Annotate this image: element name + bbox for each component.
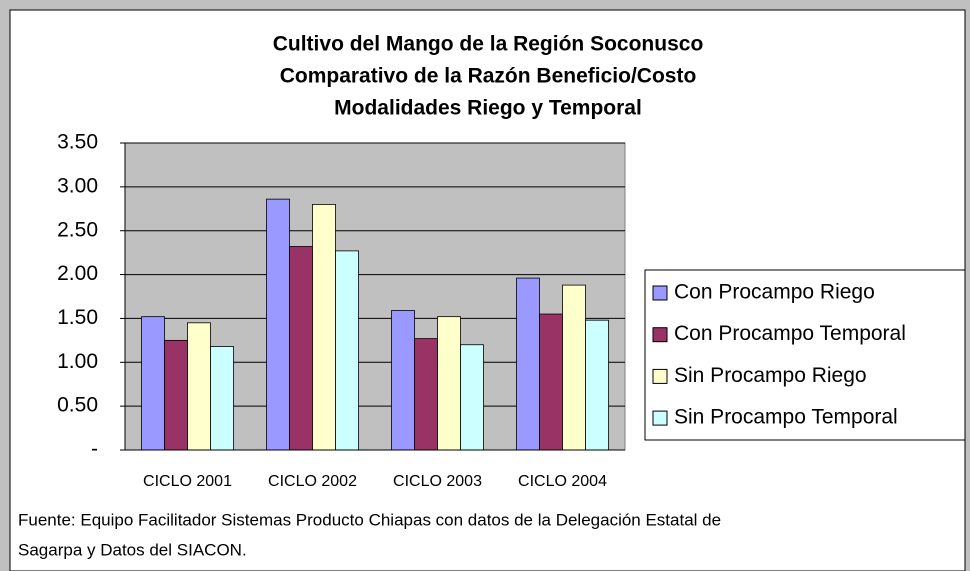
bar (562, 284, 586, 451)
bar (391, 310, 415, 451)
bar (210, 346, 234, 451)
legend-label: Sin Procampo Riego (674, 364, 867, 387)
legend-swatch (652, 410, 668, 426)
bar (266, 198, 290, 451)
chart-title: Comparativo de la Razón Beneficio/Costo (280, 65, 697, 88)
x-tick-label: CICLO 2001 (143, 473, 232, 490)
bar (141, 316, 165, 451)
y-tick-label: 0.50 (57, 394, 98, 417)
legend-label: Con Procampo Riego (674, 281, 875, 304)
x-tick-label: CICLO 2004 (518, 473, 607, 490)
bar (335, 250, 359, 451)
bar (187, 322, 211, 451)
bar (585, 319, 609, 451)
y-tick-label: 1.00 (57, 350, 98, 373)
bar (437, 316, 461, 451)
bar (414, 338, 438, 451)
x-tick-label: CICLO 2003 (393, 473, 482, 490)
x-tick-label: CICLO 2002 (268, 473, 357, 490)
source-note: Sagarpa y Datos del SIACON. (18, 540, 247, 559)
bar (312, 203, 336, 451)
legend-swatch (652, 327, 668, 343)
y-tick-label: 2.50 (57, 218, 98, 241)
legend-label: Con Procampo Temporal (674, 322, 906, 345)
bar (289, 246, 313, 451)
bar (516, 277, 540, 451)
legend-box (644, 269, 966, 441)
legend-swatch (652, 285, 668, 301)
y-tick-label: - (91, 438, 98, 461)
legend-swatch (652, 368, 668, 384)
y-tick-label: 2.00 (57, 262, 98, 285)
chart-title: Modalidades Riego y Temporal (334, 97, 642, 120)
y-tick-label: 1.50 (57, 306, 98, 329)
y-tick-label: 3.00 (57, 174, 98, 197)
y-tick-label: 3.50 (57, 131, 98, 154)
source-note: Fuente: Equipo Facilitador Sistemas Prod… (18, 510, 721, 529)
bar (539, 313, 563, 451)
legend-label: Sin Procampo Temporal (674, 406, 898, 429)
bar (460, 344, 484, 451)
bar (164, 339, 188, 451)
chart-title: Cultivo del Mango de la Región Soconusco (273, 33, 704, 56)
